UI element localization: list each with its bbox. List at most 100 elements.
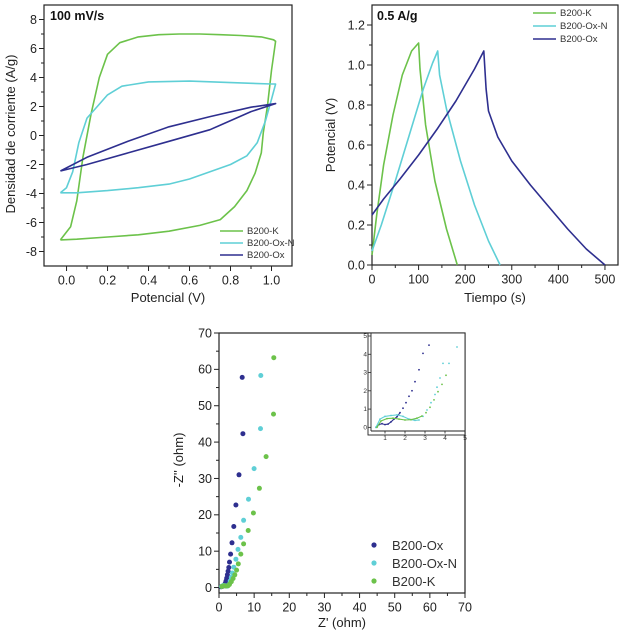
- eis-point-b200-k: [271, 411, 276, 417]
- inset-point-b200-ox-n: [448, 362, 450, 365]
- cv-series-b200-ox: [60, 102, 277, 172]
- gcd-ytick-label: 0.6: [348, 138, 365, 152]
- eis-point-b200-ox: [228, 551, 234, 557]
- cv-legend-label-b200-k: B200-K: [247, 226, 279, 237]
- eis-point-b200-k: [232, 572, 238, 578]
- cv-xtick-label: 0.6: [181, 274, 198, 288]
- gcd-xtick-label: 100: [408, 273, 429, 287]
- inset-arc-b200-ox-n: [375, 414, 420, 428]
- gcd-series-b200-k: [371, 42, 459, 266]
- eis-legend-marker-b200-k: [371, 578, 377, 584]
- gcd-ytick-label: 0.0: [348, 258, 365, 272]
- inset-ytick-label: 3: [363, 370, 367, 377]
- inset-point-b200-ox: [418, 368, 420, 371]
- eis-xtick-label: 60: [423, 601, 437, 615]
- gcd-ytick-label: 0.2: [348, 218, 365, 232]
- eis-ytick-label: 20: [198, 508, 212, 522]
- gcd-xlabel: Tiempo (s): [464, 290, 526, 305]
- gcd-ytick-label: 0.4: [348, 178, 365, 192]
- cv-xtick-label: 1.0: [263, 274, 280, 288]
- eis-xtick-label: 70: [458, 601, 472, 615]
- cv-series-b200-k: [59, 33, 277, 241]
- inset-point-b200-ox-n: [456, 346, 458, 348]
- cv-ytick-label: -2: [26, 158, 37, 172]
- cv-ytick-label: 4: [30, 71, 37, 85]
- cv-xlabel: Potencial (V): [131, 290, 205, 305]
- inset-xtick-label: 2: [403, 435, 407, 442]
- gcd-legend-label-b200-ox: B200-Ox: [560, 34, 598, 45]
- gcd-series-b200-ox: [371, 50, 606, 266]
- cv-ytick-label: 2: [30, 100, 37, 114]
- inset-xtick-label: 4: [443, 435, 447, 442]
- eis-point-b200-ox-n: [233, 556, 239, 562]
- inset-arc-b200-k: [376, 415, 423, 428]
- cv-panel: 100 mV/s Potencial (V) Densidad de corri…: [3, 4, 295, 305]
- inset-point-b200-k: [433, 399, 435, 401]
- eis-point-b200-k: [238, 551, 244, 557]
- eis-legend-marker-b200-ox-n: [371, 560, 377, 566]
- inset-point-b200-ox: [405, 401, 407, 404]
- eis-ytick-label: 30: [198, 472, 212, 486]
- cv-ylabel: Densidad de corriente (A/g): [3, 55, 18, 214]
- eis-point-b200-ox: [227, 559, 232, 565]
- eis-point-b200-ox: [233, 502, 239, 508]
- eis-point-b200-ox: [231, 524, 237, 529]
- eis-point-b200-ox-n: [246, 496, 251, 502]
- cv-legend-label-b200-ox: B200-Ox: [247, 250, 285, 261]
- cv-xtick-label: 0.4: [140, 274, 157, 288]
- gcd-xtick-label: 200: [455, 273, 476, 287]
- eis-point-b200-ox: [226, 565, 232, 570]
- eis-point-b200-k: [235, 561, 241, 567]
- eis-legend-label-b200-ox: B200-Ox: [392, 538, 444, 553]
- inset-point-b200-k: [425, 411, 427, 414]
- eis-xtick-label: 50: [388, 601, 402, 615]
- inset-ytick-label: 5: [363, 333, 367, 340]
- cv-xtick-label: 0.2: [99, 274, 116, 288]
- inset-point-b200-ox-n: [426, 409, 428, 411]
- inset-xtick-label: 5: [463, 435, 467, 442]
- cv-ytick-label: 8: [30, 13, 37, 27]
- inset-point-b200-k: [445, 374, 447, 377]
- inset-ytick-label: 0: [363, 424, 367, 431]
- inset-point-b200-ox: [411, 389, 413, 392]
- eis-xtick-label: 20: [282, 601, 296, 615]
- inset-xtick-label: 3: [423, 435, 427, 442]
- gcd-xtick-label: 500: [595, 273, 616, 287]
- gcd-legend-label-b200-k: B200-K: [560, 8, 592, 19]
- cv-ytick-label: -6: [26, 216, 37, 230]
- eis-legend-label-b200-ox-n: B200-Ox-N: [392, 556, 457, 571]
- eis-ylabel: -Z'' (ohm): [171, 433, 186, 488]
- inset-point-b200-k: [437, 390, 439, 393]
- eis-ytick-label: 50: [198, 399, 212, 413]
- inset-point-b200-ox-n: [436, 386, 438, 389]
- eis-point-b200-ox: [240, 431, 246, 437]
- gcd-series-b200-ox-n: [371, 50, 501, 266]
- inset-ytick-label: 2: [363, 388, 367, 395]
- inset-xtick-label: 1: [383, 435, 387, 442]
- eis-point-b200-ox-n: [258, 426, 263, 432]
- gcd-panel: 0.5 A/g Tiempo (s) Potencial (V) 0 100 200…: [323, 4, 619, 305]
- eis-inset: 1 2 3 4 5 0 1 2 3 4 5: [363, 332, 467, 442]
- inset-point-b200-ox: [402, 407, 404, 410]
- cv-ytick-label: 6: [30, 42, 37, 56]
- eis-point-b200-k: [241, 541, 247, 547]
- eis-point-b200-k: [245, 528, 251, 533]
- inset-point-b200-ox-n: [434, 393, 436, 396]
- eis-point-b200-ox-n: [258, 373, 264, 378]
- eis-point-b200-ox-n: [241, 517, 247, 523]
- eis-point-b200-ox-n: [235, 546, 241, 552]
- inset-point-b200-ox-n: [439, 377, 441, 379]
- gcd-legend-label-b200-ox-n: B200-Ox-N: [560, 21, 608, 32]
- eis-legend: B200-Ox B200-Ox-N B200-K: [371, 538, 457, 589]
- eis-legend-marker-b200-ox: [371, 542, 377, 548]
- eis-xtick-label: 0: [216, 601, 223, 615]
- eis-xlabel: Z' (ohm): [318, 615, 366, 630]
- inset-arc-b200-ox: [375, 412, 401, 428]
- eis-point-b200-k: [234, 567, 240, 573]
- gcd-ytick-label: 0.8: [348, 98, 365, 112]
- cv-ytick-label: 0: [30, 129, 37, 143]
- eis-point-b200-k: [256, 485, 262, 491]
- gcd-ylabel: Potencial (V): [323, 98, 338, 172]
- inset-point-b200-ox: [422, 352, 424, 355]
